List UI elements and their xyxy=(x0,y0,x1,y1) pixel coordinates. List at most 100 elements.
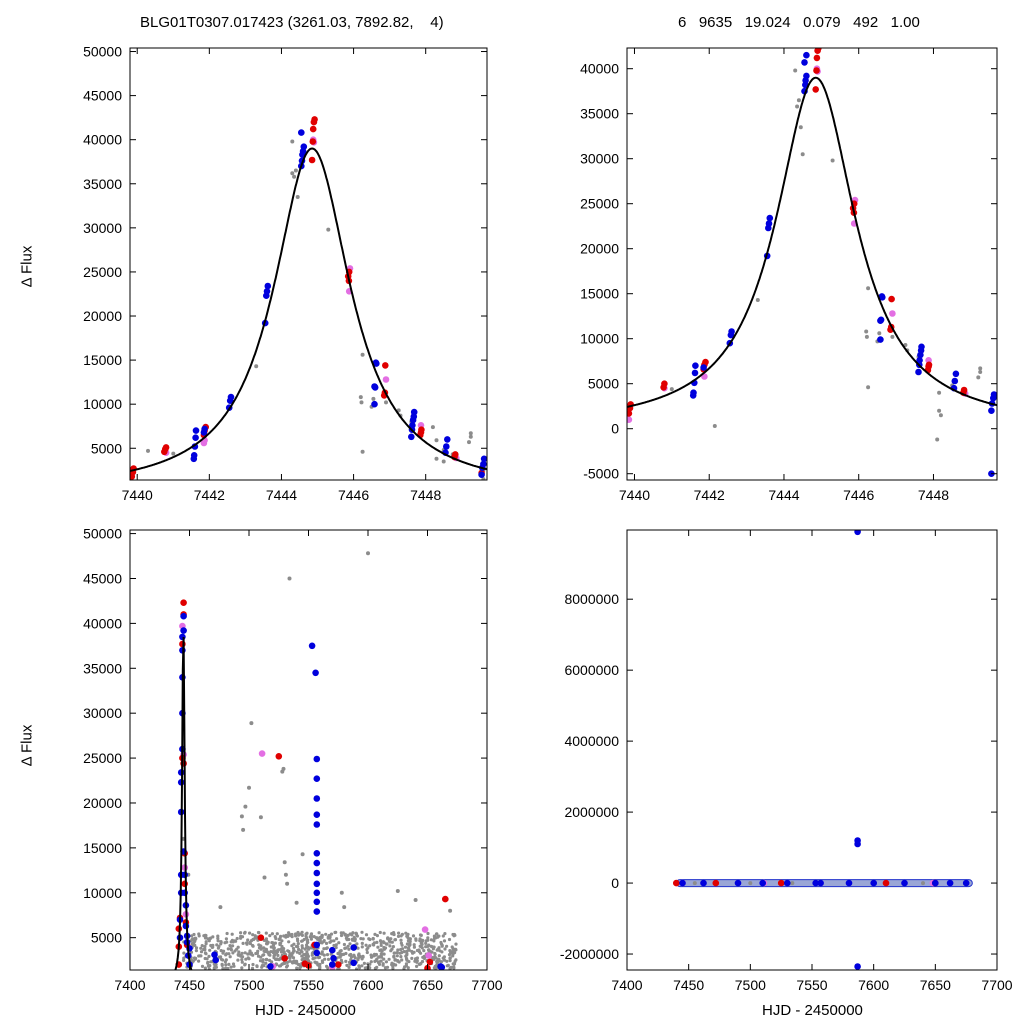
noise-point xyxy=(399,938,403,942)
noise-point xyxy=(237,950,241,954)
gray-point xyxy=(243,804,248,809)
gray-point xyxy=(146,448,150,453)
noise-point xyxy=(231,944,235,948)
noise-point xyxy=(275,957,279,962)
blue-point xyxy=(915,368,922,376)
noise-point xyxy=(359,937,363,941)
noise-point xyxy=(426,931,430,936)
blue-point xyxy=(766,214,774,222)
violet-point xyxy=(421,926,429,933)
gray-point xyxy=(293,168,298,173)
noise-point xyxy=(240,958,244,962)
gray-point xyxy=(287,576,292,581)
y-tick-label: 25000 xyxy=(83,750,122,766)
noise-point xyxy=(227,952,231,956)
noise-point xyxy=(403,945,408,949)
blue-point xyxy=(734,879,742,887)
y-tick-label: 30000 xyxy=(580,151,619,167)
gray-point xyxy=(292,174,297,179)
blue-point xyxy=(313,795,321,802)
red-point xyxy=(673,879,680,887)
gray-point xyxy=(796,98,801,103)
noise-point xyxy=(270,960,274,964)
noise-point xyxy=(348,942,352,946)
noise-point xyxy=(228,955,232,959)
red-point xyxy=(702,358,709,366)
blue-point xyxy=(962,879,970,887)
noise-point xyxy=(203,933,207,938)
y-tick-label: 45000 xyxy=(83,570,122,586)
noise-point xyxy=(295,961,299,965)
noise-point xyxy=(256,930,261,935)
noise-point xyxy=(243,963,247,967)
noise-point xyxy=(209,960,213,964)
gray-point xyxy=(448,908,453,913)
y-tick-label: 5000 xyxy=(91,440,122,456)
noise-point xyxy=(328,935,332,939)
noise-point xyxy=(419,941,423,945)
gray-point xyxy=(468,434,473,439)
noise-point xyxy=(346,944,350,948)
gray-point xyxy=(290,139,295,144)
star-id-header: BLG01T0307.017423 (3261.03, 7892.82, 4) xyxy=(140,14,444,31)
noise-point xyxy=(208,948,212,952)
blue-point xyxy=(312,669,319,677)
blue-point xyxy=(700,879,707,887)
x-axis-label-left: HJD - 2450000 xyxy=(255,1002,356,1019)
noise-point xyxy=(245,941,249,945)
noise-point xyxy=(432,945,436,949)
noise-point xyxy=(391,945,395,949)
noise-point xyxy=(453,959,457,964)
blue-point xyxy=(879,294,886,301)
noise-point xyxy=(304,955,308,959)
noise-point xyxy=(322,939,326,944)
noise-point xyxy=(347,947,351,951)
blue-point xyxy=(692,362,699,370)
noise-point xyxy=(373,932,377,937)
blue-point xyxy=(916,357,923,364)
red-point xyxy=(309,125,317,133)
noise-point xyxy=(378,939,383,943)
noise-point xyxy=(399,955,403,959)
noise-point xyxy=(369,960,373,964)
noise-point xyxy=(272,946,276,950)
noise-point xyxy=(224,937,228,941)
red-point xyxy=(813,67,820,74)
noise-point xyxy=(318,938,322,942)
noise-point xyxy=(190,942,194,946)
noise-point xyxy=(239,931,243,935)
y-tick-label: 35000 xyxy=(83,176,122,192)
noise-point xyxy=(225,931,229,936)
noise-point xyxy=(360,930,364,934)
noise-point xyxy=(354,931,358,935)
noise-point xyxy=(405,953,409,957)
noise-point xyxy=(209,943,213,948)
noise-point xyxy=(296,945,300,949)
noise-point xyxy=(230,932,234,936)
noise-point xyxy=(216,939,220,943)
gray-point xyxy=(468,431,473,436)
gray-point xyxy=(247,785,251,790)
gray-point xyxy=(295,195,300,199)
plot-area xyxy=(174,551,458,970)
y-tick-label: 15000 xyxy=(83,352,122,368)
noise-point xyxy=(391,966,395,970)
blue-point xyxy=(801,59,808,66)
blue-point xyxy=(180,612,187,620)
x-tick-label: 7440 xyxy=(122,487,153,503)
x-tick-label: 7700 xyxy=(471,977,502,993)
noise-point xyxy=(412,945,416,949)
noise-point xyxy=(400,932,404,937)
noise-point xyxy=(339,931,343,935)
gray-point xyxy=(249,721,254,726)
noise-point xyxy=(182,958,186,963)
noise-point xyxy=(219,940,223,944)
blue-point xyxy=(901,879,908,887)
y-tick-label: 5000 xyxy=(91,930,122,946)
gray-point xyxy=(384,400,388,405)
noise-point xyxy=(419,933,423,938)
noise-point xyxy=(414,938,418,942)
blue-point xyxy=(946,879,954,887)
noise-point xyxy=(192,956,197,960)
